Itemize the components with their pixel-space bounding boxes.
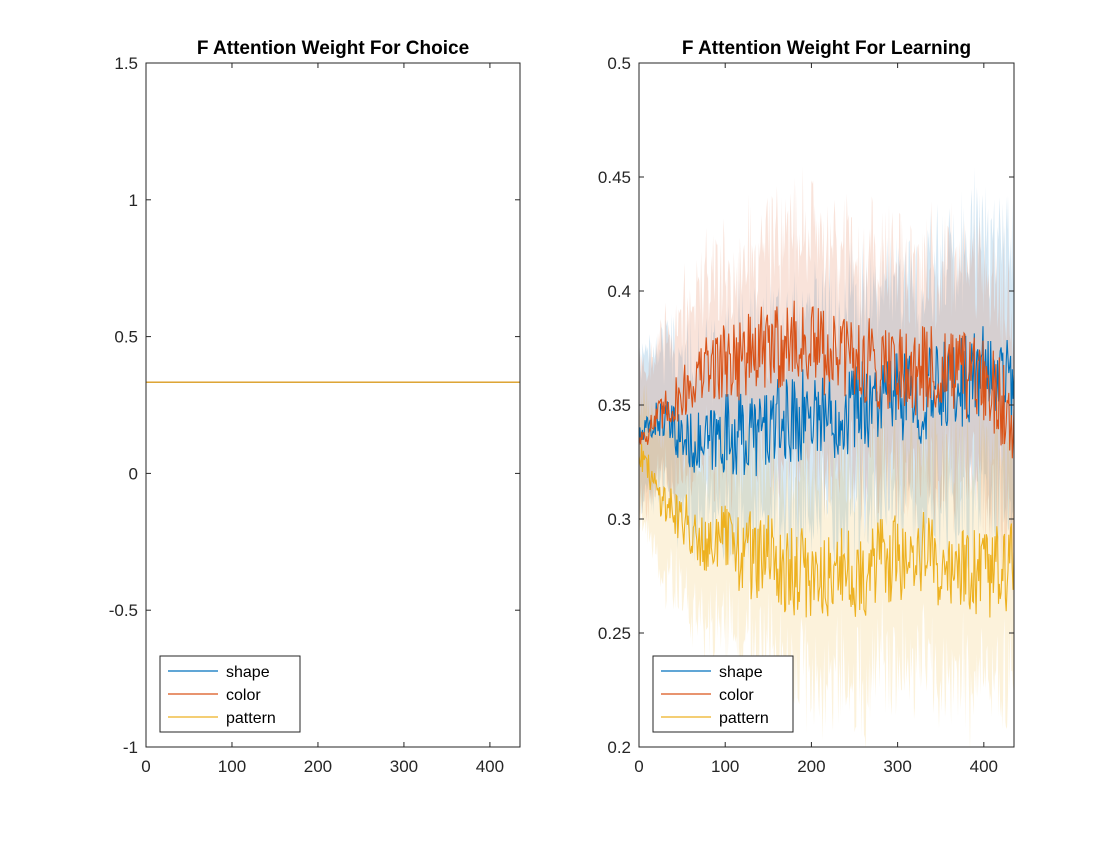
plot-area (639, 63, 1014, 747)
legend-label-pattern: pattern (719, 710, 769, 727)
x-tick-label: 200 (304, 757, 332, 776)
y-tick-label: 0.4 (607, 282, 631, 301)
band-color (639, 166, 1014, 600)
y-tick-label: 0.45 (598, 168, 631, 187)
line-pattern (639, 443, 1014, 618)
y-tick-label: 0.5 (607, 54, 631, 73)
legend-label-color: color (226, 687, 261, 704)
chart-title: F Attention Weight For Learning (682, 38, 971, 59)
legend: shape color pattern (159, 655, 301, 733)
legend: shape color pattern (652, 655, 794, 733)
y-tick-label: 0.2 (607, 738, 631, 757)
x-tick-label: 100 (218, 757, 246, 776)
axes-box (145, 62, 521, 748)
x-tick-label: 300 (390, 757, 418, 776)
y-tick-label: -1 (123, 738, 138, 757)
y-tick-label: 0.5 (114, 328, 138, 347)
x-tick-label: 300 (883, 757, 911, 776)
x-tick-label: 400 (970, 757, 998, 776)
axes-2: 0.2 0.25 0.3 0.35 0.4 0.45 0.5 0 100 200 300 400 F A… (598, 38, 1015, 776)
y-tick-label: 0 (129, 464, 138, 483)
y-tick-label: 0.3 (607, 510, 631, 529)
plot-area (146, 63, 520, 747)
series-group (639, 166, 1014, 747)
legend-label-shape: shape (719, 664, 763, 681)
line-color (639, 300, 1014, 459)
y-tick-label: 0.35 (598, 396, 631, 415)
band-shape (639, 167, 1014, 595)
x-tick-label: 400 (476, 757, 504, 776)
axes-1: -1 -0.5 0 0.5 1 1.5 0 100 200 300 400 F Attention W… (109, 38, 521, 776)
legend-label-pattern: pattern (226, 710, 276, 727)
y-tick-label: -0.5 (109, 601, 138, 620)
x-tick-label: 0 (141, 757, 150, 776)
legend-label-color: color (719, 687, 754, 704)
y-tick-label: 0.25 (598, 624, 631, 643)
chart-title: F Attention Weight For Choice (197, 38, 469, 59)
y-tick-label: 1.5 (114, 54, 138, 73)
y-tick-label: 1 (129, 191, 138, 210)
x-tick-label: 200 (797, 757, 825, 776)
x-tick-label: 100 (711, 757, 739, 776)
x-tick-label: 0 (634, 757, 643, 776)
legend-label-shape: shape (226, 664, 270, 681)
